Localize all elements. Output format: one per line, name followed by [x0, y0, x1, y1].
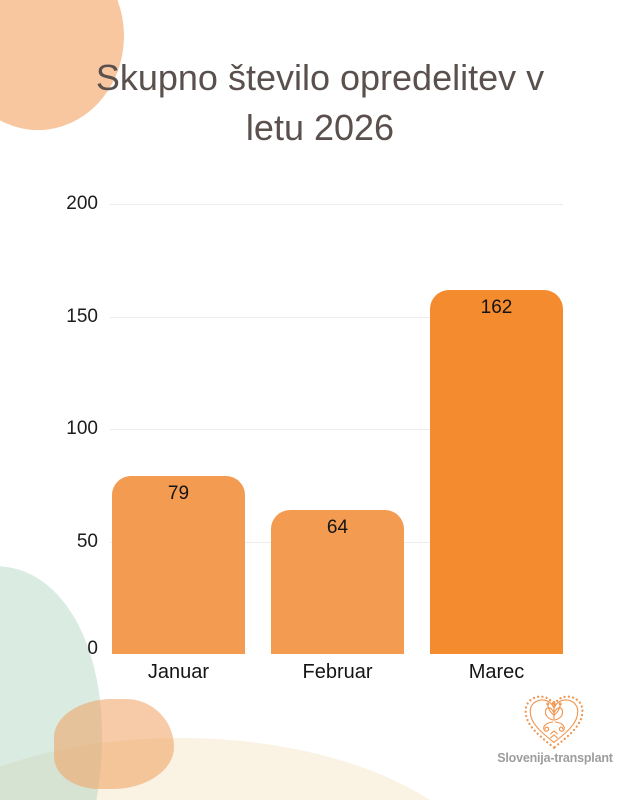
bar-value-februar: 64: [326, 517, 349, 538]
decor-blob-peach-bottom-left: [54, 699, 174, 789]
chart-title: Skupno število opredelitev v letu 2026: [0, 53, 640, 153]
y-tick-label: 100: [66, 418, 98, 439]
y-tick-label: 50: [76, 530, 98, 552]
bar-marec: [430, 289, 563, 654]
bar-value-januar: 79: [167, 483, 190, 505]
gridline-150: [110, 316, 563, 318]
chart-title-line-2: letu 2026: [245, 107, 395, 148]
logo: [513, 692, 595, 752]
y-tick-label: 200: [66, 193, 98, 214]
y-tick-label: 150: [66, 305, 98, 327]
x-tick-label-marec: Marec: [468, 661, 525, 683]
gridline-200: [110, 204, 563, 205]
brand-name: Slovenija-transplant: [497, 751, 613, 765]
x-tick-label-januar: Januar: [147, 661, 210, 683]
x-tick-label-februar: Februar: [302, 661, 373, 683]
bar-januar: [112, 476, 245, 654]
chart-title-line-1: Skupno število opredelitev v: [95, 57, 545, 98]
y-tick-label: 0: [87, 638, 98, 659]
bar-value-marec: 162: [480, 296, 513, 318]
gridline-100: [110, 429, 563, 430]
bar-februar: [271, 510, 404, 654]
lect-heart-icon: [524, 695, 584, 749]
